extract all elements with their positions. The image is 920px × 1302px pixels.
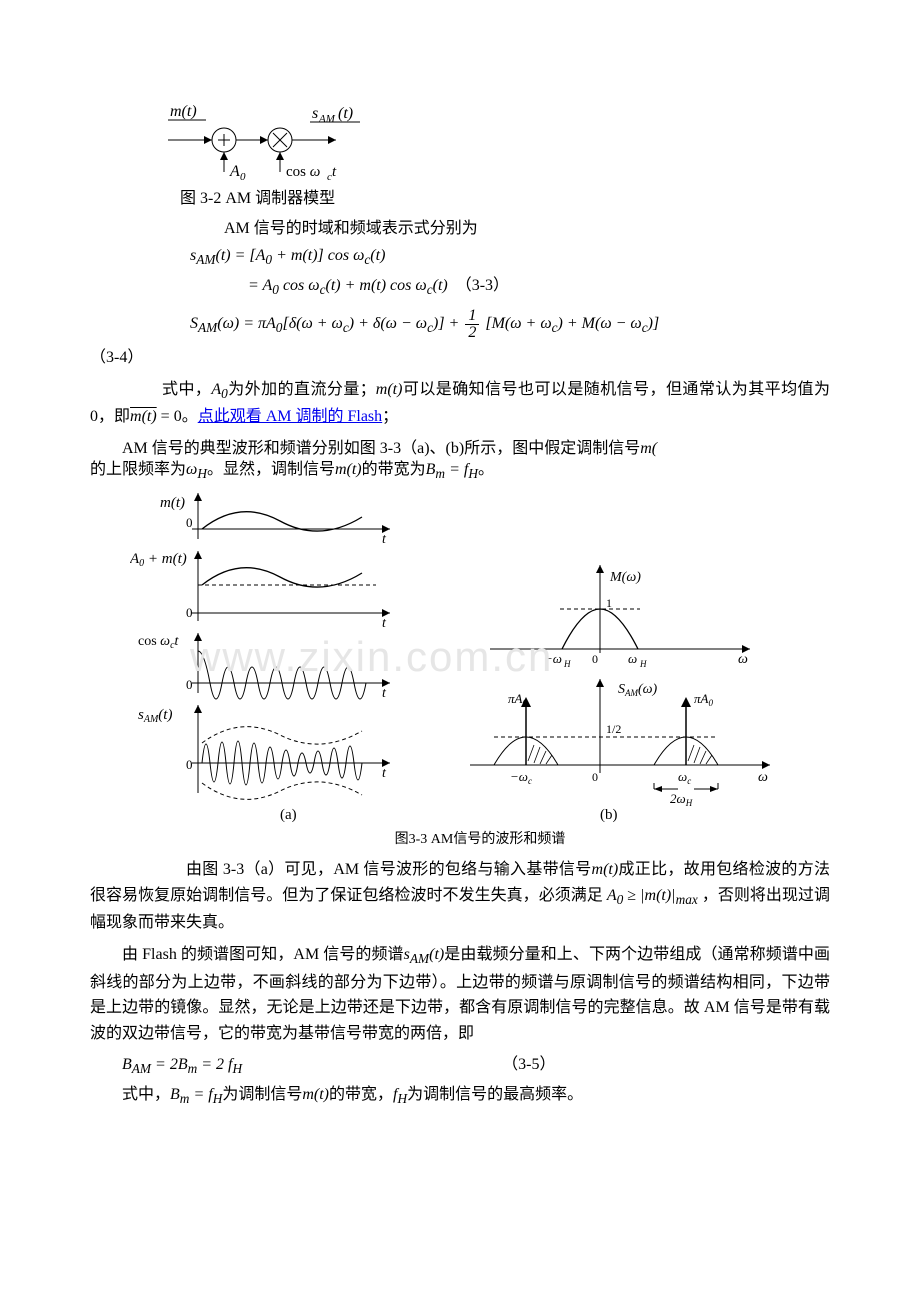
svg-text:−ωc: −ωc	[510, 769, 532, 786]
flash-link[interactable]: 点此观看 AM 调制的 Flash	[198, 408, 382, 425]
svg-text:M(ω): M(ω)	[609, 570, 641, 585]
para-fig33-intro2: 的上限频率为ωH。显然，调制信号m(t)的带宽为Bm = fH。	[90, 457, 830, 485]
fig-3-3-caption: 图3-3 AM信号的波形和频谱	[130, 829, 830, 851]
svg-text:−ω: −ω	[544, 651, 562, 666]
para-a0-mt: 式中，A0为外加的直流分量；m(t)可以是确知信号也可以是随机信号，但通常认为其…	[90, 377, 830, 430]
svg-text:2ωH: 2ωH	[670, 791, 693, 808]
svg-text:H: H	[563, 659, 571, 669]
svg-text:(t): (t)	[338, 105, 353, 122]
svg-text:1/2: 1/2	[606, 722, 621, 736]
svg-text:SAM(ω): SAM(ω)	[618, 682, 658, 698]
svg-text:A: A	[229, 163, 240, 180]
svg-text:ω: ω	[738, 652, 748, 667]
svg-text:H: H	[639, 659, 647, 669]
svg-text:t: t	[382, 532, 387, 547]
para-spectrum: 由 Flash 的频谱图可知，AM 信号的频谱sAM(t)是由载频分量和上、下两…	[90, 942, 830, 1046]
eq-3-5: BAM = 2Bm = 2 fH （3-5）	[122, 1052, 830, 1080]
svg-text:A0 + m(t): A0 + m(t)	[130, 551, 187, 569]
svg-text:πA0: πA0	[694, 691, 713, 708]
svg-text:ω: ω	[628, 651, 637, 666]
svg-text:0: 0	[186, 605, 193, 620]
svg-text:ω: ω	[758, 770, 768, 785]
para-envelope: 由图 3-3（a）可见，AM 信号波形的包络与输入基带信号m(t)成正比，故用包…	[90, 857, 830, 936]
svg-text:sAM(t): sAM(t)	[138, 707, 172, 725]
svg-text:0: 0	[186, 677, 193, 692]
svg-text:t: t	[382, 616, 387, 631]
svg-text:cos ωct: cos ωct	[138, 634, 180, 651]
svg-text:ωc: ωc	[678, 769, 691, 786]
svg-text:0: 0	[592, 652, 598, 666]
svg-text:0: 0	[186, 515, 193, 530]
eq-3-3-number: （3-3）	[456, 277, 509, 294]
fig-3-2-caption: 图 3-2 AM 调制器模型	[180, 186, 830, 212]
svg-text:0: 0	[240, 171, 246, 182]
svg-text:s: s	[312, 105, 318, 122]
eq-3-3-line2: = A0 cos ωc(t) + m(t) cos ωc(t) （3-3）	[248, 273, 830, 301]
svg-text:m(t): m(t)	[160, 495, 185, 511]
eq-3-5-number: （3-5）	[502, 1052, 555, 1078]
eq-3-4-number: （3-4）	[90, 345, 830, 371]
svg-text:0: 0	[592, 770, 598, 784]
svg-text:t: t	[382, 686, 387, 701]
para-bm-fh: 式中，Bm = fH为调制信号m(t)的带宽，fH为调制信号的最高频率。	[90, 1082, 830, 1110]
eq-3-3-line1: sAM(t) = [A0 + m(t)] cos ωc(t)	[190, 243, 830, 271]
line-time-freq-intro: AM 信号的时域和频域表示式分别为	[224, 216, 830, 242]
svg-text:cos ω: cos ω	[286, 164, 320, 180]
eq-3-4: SAM(ω) = πA0[δ(ω + ωc) + δ(ω − ωc)] + 12…	[190, 308, 830, 341]
svg-text:πA0: πA0	[508, 691, 527, 708]
svg-text:(b): (b)	[600, 807, 618, 823]
svg-text:m(t): m(t)	[170, 103, 197, 120]
svg-text:AM: AM	[318, 113, 336, 125]
svg-text:0: 0	[186, 757, 193, 772]
svg-text:1: 1	[606, 596, 612, 610]
svg-text:t: t	[382, 766, 387, 781]
fig-3-3: m(t) 0 t A0 + m(t) 0 t cos ωct 0	[130, 493, 790, 823]
svg-text:t: t	[332, 164, 337, 180]
fig-3-2-diagram: m(t) A 0 cos ω c t	[160, 100, 420, 182]
svg-text:(a): (a)	[280, 807, 297, 823]
